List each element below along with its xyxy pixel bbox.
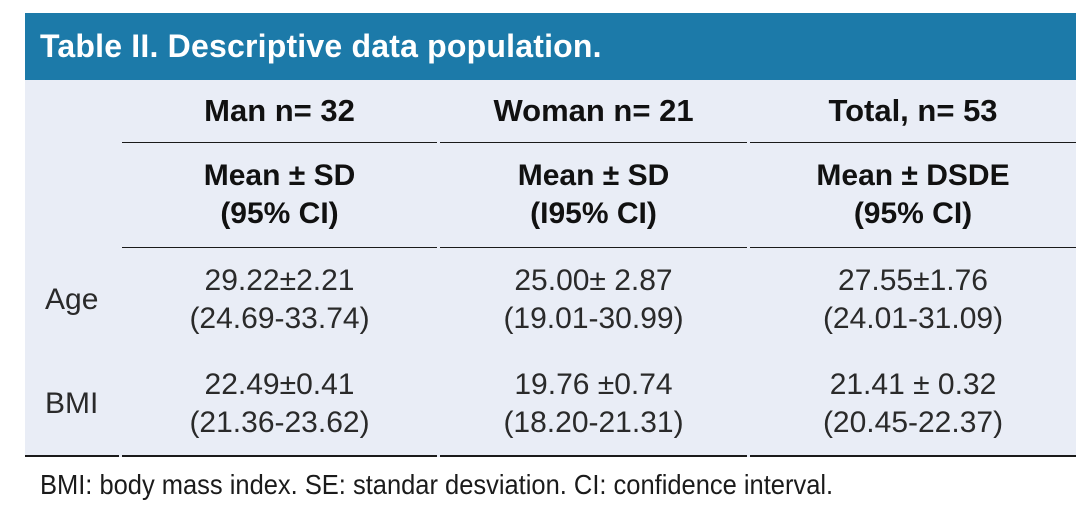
subheader-man: Mean ± SD (95% CI) — [122, 143, 437, 248]
subheader-woman-line1: Mean ± SD — [517, 159, 670, 192]
cell-bmi-total-ci: (20.45-22.37) — [822, 405, 1004, 439]
cell-age-total: 27.55±1.76 (24.01-31.09) — [750, 248, 1076, 352]
row-label-age: Age — [45, 283, 99, 316]
table-footnote: BMI: body mass index. SE: standar desvia… — [40, 469, 834, 500]
cell-age-woman: 25.00± 2.87 (19.01-30.99) — [440, 248, 747, 352]
cell-bmi-total-mean: 21.41 ± 0.32 — [829, 367, 997, 401]
subheader-total: Mean ± DSDE (95% CI) — [750, 143, 1076, 248]
cell-bmi-man-ci: (21.36-23.62) — [189, 405, 370, 439]
cell-age-man-ci: (24.69-33.74) — [189, 302, 370, 335]
descriptive-data-table: Man n= 32 Woman n= 21 Total, n= 53 Mean … — [25, 80, 1076, 457]
subheader-man-line2: (95% CI) — [220, 197, 339, 230]
cell-age-woman-ci: (19.01-30.99) — [503, 302, 684, 335]
header-spacer-cell — [25, 80, 119, 143]
subheader-woman: Mean ± SD (I95% CI) — [440, 143, 747, 248]
subheader-spacer-cell — [25, 143, 119, 248]
subheader-total-line1: Mean ± DSDE — [816, 159, 1010, 192]
cell-bmi-woman-ci: (18.20-21.31) — [503, 405, 684, 439]
cell-bmi-man: 22.49±0.41 (21.36-23.62) — [122, 352, 437, 457]
subheader-man-line1: Mean ± SD — [203, 159, 356, 192]
column-header-woman: Woman n= 21 — [440, 80, 747, 143]
subheader-total-line2: (95% CI) — [853, 197, 973, 230]
column-header-total: Total, n= 53 — [750, 80, 1076, 143]
table-title-bar: Table II. Descriptive data population. — [25, 13, 1076, 80]
cell-age-woman-mean: 25.00± 2.87 — [514, 264, 673, 297]
cell-age-man-mean: 29.22±2.21 — [204, 264, 355, 297]
cell-age-total-ci: (24.01-31.09) — [822, 302, 1004, 335]
cell-bmi-woman-mean: 19.76 ±0.74 — [514, 367, 673, 401]
subheader-woman-line2: (I95% CI) — [530, 197, 657, 230]
cell-bmi-woman: 19.76 ±0.74 (18.20-21.31) — [440, 352, 747, 457]
cell-age-man: 29.22±2.21 (24.69-33.74) — [122, 248, 437, 352]
cell-bmi-man-mean: 22.49±0.41 — [204, 367, 355, 401]
cell-bmi-total: 21.41 ± 0.32 (20.45-22.37) — [750, 352, 1076, 457]
row-label-bmi: BMI — [25, 352, 119, 457]
table-title: Table II. Descriptive data population. — [40, 28, 602, 64]
column-header-man: Man n= 32 — [122, 80, 437, 143]
cell-age-total-mean: 27.55±1.76 — [838, 264, 988, 297]
